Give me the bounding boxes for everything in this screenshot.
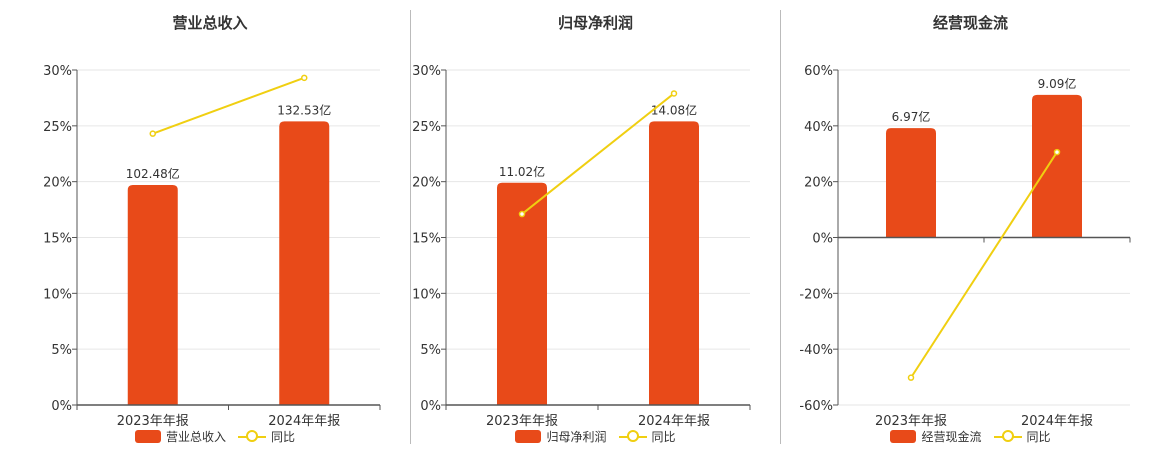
legend-line-label: 同比 <box>651 430 676 444</box>
y-tick-label: 25% <box>412 120 441 135</box>
legend: 营业总收入 同比 <box>5 428 425 445</box>
chart-title: 经营现金流 <box>932 14 1008 32</box>
bar <box>1032 94 1082 238</box>
bar-data-label: 11.02亿 <box>499 164 545 179</box>
x-category-label: 2023年年报 <box>117 414 189 429</box>
y-tick-label: 0% <box>812 232 833 247</box>
legend-item-bar[interactable]: 营业总收入 <box>134 428 226 445</box>
chart-revenue-svg: 0% 5% 10% 15% 20% 25% 30% 102.48亿 132.53亿 2023年年报… <box>43 64 381 429</box>
legend-item-bar[interactable]: 归母净利润 <box>515 428 607 445</box>
y-tick-label: 5% <box>51 343 72 358</box>
y-tick-label: 30% <box>412 64 441 79</box>
legend-bar-swatch <box>134 430 161 443</box>
bar-data-label: 14.08亿 <box>651 102 697 117</box>
bar <box>127 185 178 405</box>
y-tick-label: 0% <box>420 399 441 414</box>
legend-item-line[interactable]: 同比 <box>618 428 676 445</box>
line-point <box>149 130 156 137</box>
y-tick-label: -40% <box>799 343 833 358</box>
bar <box>649 121 699 405</box>
x-category-label: 2024年年报 <box>1021 414 1093 429</box>
legend-bar-swatch <box>890 430 917 443</box>
y-tick-label: 20% <box>43 176 72 191</box>
y-tick-label: 10% <box>43 287 72 302</box>
chart-panel-net-profit: 归母净利润 0% 5% 10% 15% 20% 25% 30% 11.02亿 14.08亿 202… <box>411 0 780 450</box>
x-category-label: 2023年年报 <box>486 414 558 429</box>
legend-line-swatch <box>618 430 647 443</box>
legend-bar-label: 经营现金流 <box>921 430 982 444</box>
y-tick-label: 15% <box>412 232 441 247</box>
y-tick-label: 0% <box>51 399 72 414</box>
legend-item-line[interactable]: 同比 <box>238 428 295 445</box>
bar-data-label: 102.48亿 <box>126 166 180 181</box>
chart-title: 归母净利润 <box>557 14 633 32</box>
panel-divider <box>410 10 411 444</box>
bar <box>886 128 936 238</box>
y-tick-label: -60% <box>799 399 833 414</box>
chart-cash-flow-svg: -60% -40% -20% 0% 20% 40% 60% 6.97亿 9.09亿 2023年年报… <box>799 64 1131 429</box>
x-category-label: 2023年年报 <box>875 414 947 429</box>
x-category-label: 2024年年报 <box>638 414 710 429</box>
y-tick-label: 20% <box>804 176 833 191</box>
line-point <box>301 74 308 82</box>
line-point <box>670 90 678 97</box>
legend-item-line[interactable]: 同比 <box>993 428 1051 445</box>
chart-title: 营业总收入 <box>172 14 248 32</box>
line-series <box>910 151 1058 379</box>
panel-divider <box>780 10 781 444</box>
legend-line-label: 同比 <box>271 430 296 444</box>
y-tick-label: 10% <box>412 287 441 302</box>
line-point <box>907 374 915 381</box>
x-category-label: 2024年年报 <box>268 414 340 429</box>
legend-bar-label: 营业总收入 <box>165 430 226 444</box>
line-point <box>1053 148 1061 156</box>
y-tick-label: 15% <box>43 232 72 247</box>
bar-data-label: 9.09亿 <box>1038 76 1077 91</box>
line-point <box>518 210 526 218</box>
y-tick-label: -20% <box>799 287 833 302</box>
legend-bar-label: 归母净利润 <box>546 430 607 444</box>
line-series <box>521 92 675 215</box>
y-tick-label: 30% <box>43 64 72 79</box>
chart-panel-cash-flow: 经营现金流 -60% -40% -20% 0% 20% 40% 60% 6.97亿 9.09亿 2… <box>781 0 1160 450</box>
legend: 经营现金流 同比 <box>781 428 1160 445</box>
line-series <box>152 76 305 135</box>
y-tick-label: 20% <box>412 176 441 191</box>
legend-line-swatch <box>993 430 1022 443</box>
chart-net-profit-svg: 0% 5% 10% 15% 20% 25% 30% 11.02亿 14.08亿 2023年年报 20… <box>412 64 751 429</box>
legend-line-swatch <box>238 430 266 443</box>
y-tick-label: 40% <box>804 120 833 135</box>
legend-item-bar[interactable]: 经营现金流 <box>890 428 982 445</box>
bar-data-label: 132.53亿 <box>277 102 331 117</box>
legend: 归母净利润 同比 <box>411 428 780 445</box>
y-tick-label: 5% <box>420 343 441 358</box>
y-tick-label: 25% <box>43 120 72 135</box>
legend-bar-swatch <box>515 430 542 443</box>
bar-data-label: 6.97亿 <box>892 109 931 124</box>
bar <box>279 121 330 405</box>
chart-panel-revenue: 营业总收入 0% 5% 10% 15% 20% 25% 30% 102.48亿 132.53亿 2… <box>0 0 410 450</box>
bar <box>497 182 547 405</box>
legend-line-label: 同比 <box>1026 430 1051 444</box>
y-tick-label: 60% <box>804 64 833 79</box>
